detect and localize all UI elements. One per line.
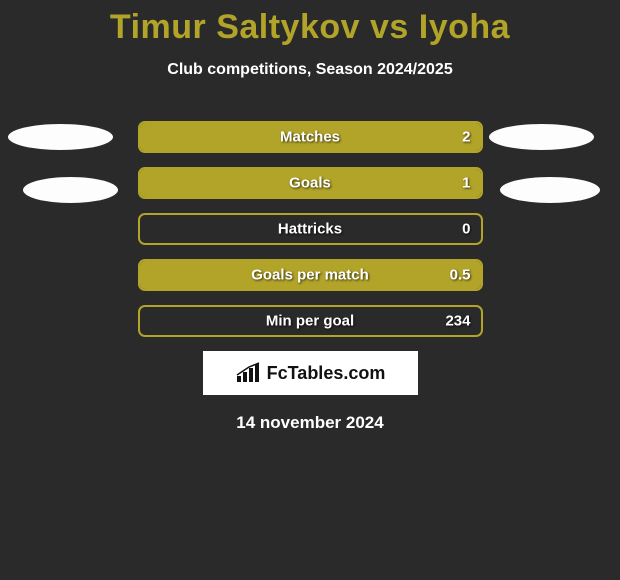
stat-row: Hattricks 0: [138, 213, 483, 245]
stat-value: 2: [462, 129, 470, 146]
stat-value: 234: [445, 313, 470, 330]
brand-badge: FcTables.com: [203, 351, 418, 395]
player-photo-placeholder: [23, 177, 118, 203]
player-photo-placeholder: [500, 177, 600, 203]
stat-label: Hattricks: [278, 221, 342, 238]
stat-row: Goals per match 0.5: [138, 259, 483, 291]
stat-label: Min per goal: [266, 313, 354, 330]
date-text: 14 november 2024: [0, 413, 620, 433]
stat-label: Matches: [280, 129, 340, 146]
subtitle: Club competitions, Season 2024/2025: [0, 61, 620, 79]
chart-area: Matches 2 Goals 1 Hattricks 0 Goals per match 0…: [0, 121, 620, 337]
page-title: Timur Saltykov vs Iyoha: [0, 0, 620, 47]
chart-icon: [235, 362, 261, 384]
stat-bars: Matches 2 Goals 1 Hattricks 0 Goals per match 0…: [138, 121, 483, 337]
stat-row: Matches 2: [138, 121, 483, 153]
stat-value: 0: [462, 221, 470, 238]
brand-text: FcTables.com: [267, 363, 386, 384]
stat-label: Goals: [289, 175, 331, 192]
player-photo-placeholder: [8, 124, 113, 150]
stat-row: Min per goal 234: [138, 305, 483, 337]
stat-label: Goals per match: [251, 267, 369, 284]
stat-value: 0.5: [450, 267, 471, 284]
player-photo-placeholder: [489, 124, 594, 150]
stat-value: 1: [462, 175, 470, 192]
stat-row: Goals 1: [138, 167, 483, 199]
